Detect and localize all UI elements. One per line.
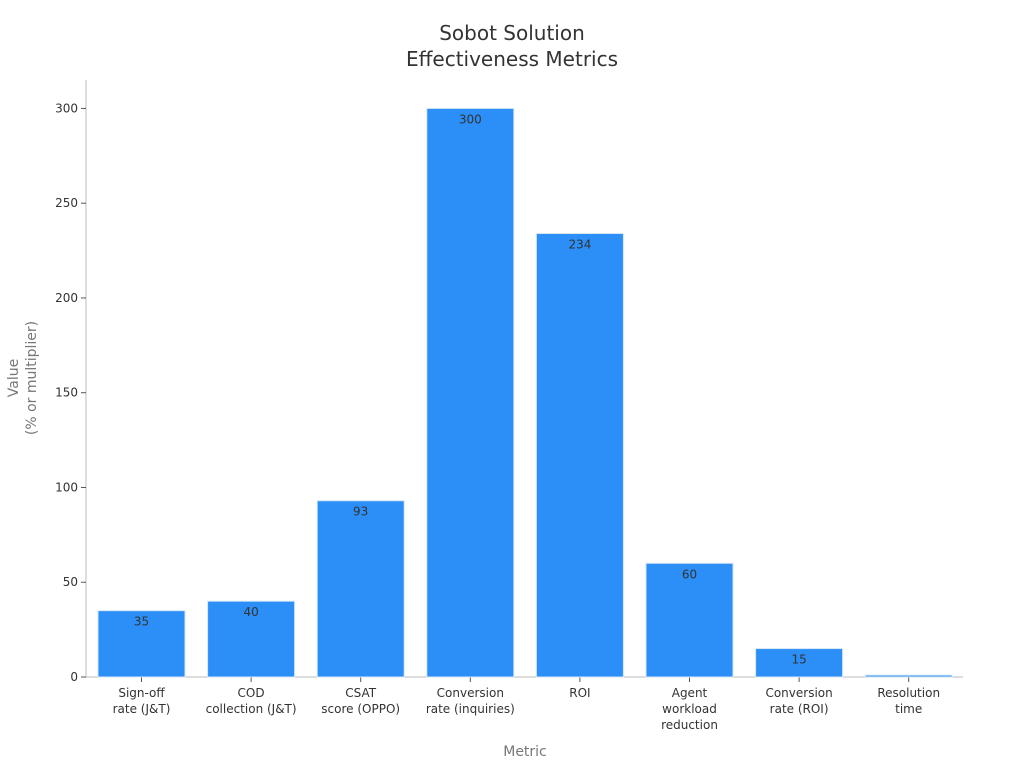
bar (97, 610, 186, 678)
x-tick-label: collection (J&T) (206, 702, 297, 716)
y-tick-label: 100 (55, 480, 78, 494)
x-tick-label: reduction (661, 718, 718, 732)
bars: 35 40 93 300 234 60 15 (97, 107, 953, 678)
x-tick-label: ROI (569, 686, 590, 700)
y-axis-title: Value (% or multiplier) (6, 321, 40, 435)
x-tick-label: rate (ROI) (770, 702, 829, 716)
data-label: 60 (682, 567, 697, 581)
bar (755, 648, 844, 678)
y-tick-label: 200 (55, 291, 78, 305)
y-tick-label: 300 (55, 101, 78, 115)
x-tick-label: CSAT (345, 686, 376, 700)
y-tick-label: 50 (63, 575, 78, 589)
x-tick-label: Conversion (765, 686, 832, 700)
data-label: 35 (134, 615, 149, 629)
y-axis-title-line: Value (6, 359, 22, 397)
y-axis: 0 50 100 150 200 250 300 (55, 80, 87, 684)
x-axis: Sign-off rate (J&T) COD collection (J&T) CSA… (86, 676, 963, 732)
data-label: 15 (791, 653, 806, 667)
x-tick-label: score (OPPO) (321, 702, 400, 716)
x-tick-label: Sign-off (118, 686, 165, 700)
data-label: 93 (353, 505, 368, 519)
data-label: 234 (568, 238, 591, 252)
chart-title-line: Sobot Solution (439, 21, 585, 45)
x-tick-label: rate (inquiries) (426, 702, 515, 716)
x-tick-label: rate (J&T) (113, 702, 171, 716)
bar (426, 107, 515, 678)
y-tick-label: 250 (55, 196, 78, 210)
y-tick-label: 150 (55, 386, 78, 400)
x-tick-label: time (895, 702, 922, 716)
x-tick-label: Agent (672, 686, 708, 700)
y-tick-label: 0 (70, 670, 78, 684)
x-tick-label: Resolution (877, 686, 940, 700)
data-label: 300 (459, 112, 482, 126)
x-tick-label: workload (662, 702, 717, 716)
bar (207, 600, 296, 678)
y-axis-title-line: (% or multiplier) (24, 321, 40, 435)
x-axis-title: Metric (503, 744, 547, 760)
bar (535, 233, 624, 678)
chart-title-line: Effectiveness Metrics (406, 47, 618, 71)
bar (864, 674, 953, 678)
x-tick-label: COD (238, 686, 265, 700)
x-tick-label: Conversion (437, 686, 504, 700)
bar (316, 500, 405, 678)
bar (645, 562, 734, 678)
data-label: 40 (243, 605, 258, 619)
